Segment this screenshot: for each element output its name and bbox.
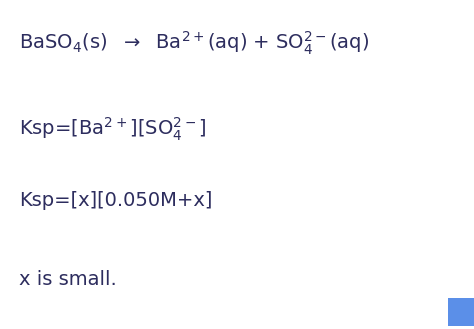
FancyBboxPatch shape xyxy=(448,298,474,326)
Text: Ksp=[x][0.050M+x]: Ksp=[x][0.050M+x] xyxy=(19,191,212,210)
Text: x is small.: x is small. xyxy=(19,270,117,289)
Text: Ksp=[Ba$^{2+}$][SO$_4^{2-}$]: Ksp=[Ba$^{2+}$][SO$_4^{2-}$] xyxy=(19,115,207,142)
Text: BaSO$_4$(s)  $\rightarrow$  Ba$^{2+}$(aq) + SO$_4^{2-}$(aq): BaSO$_4$(s) $\rightarrow$ Ba$^{2+}$(aq) … xyxy=(19,30,369,57)
